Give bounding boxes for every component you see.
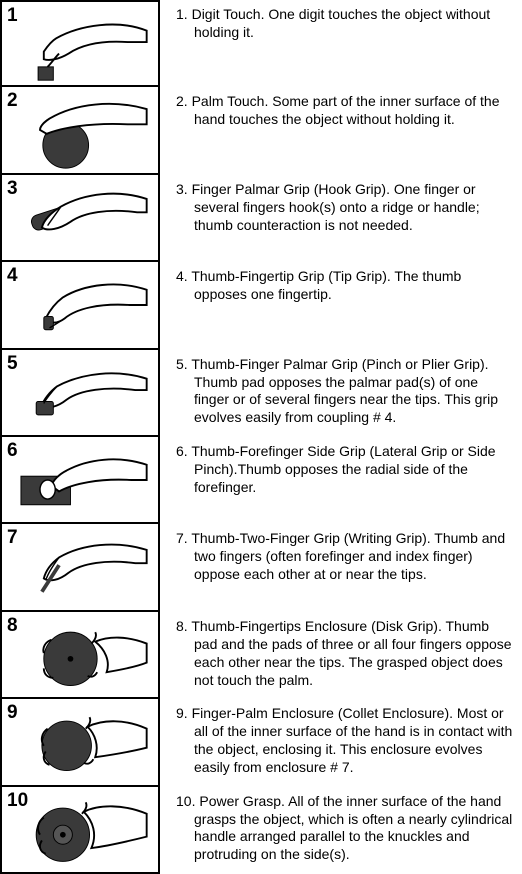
cell-number-8: 8 (7, 615, 18, 637)
item-num: 5. (176, 356, 188, 372)
cell-number-3: 3 (7, 178, 18, 200)
item-title: Thumb-Fingertips Enclosure (Disk Grip). (191, 618, 442, 634)
item-num: 4. (176, 268, 188, 284)
hand-pinch-grip-icon (2, 352, 158, 432)
row-8: 8 8. Thumb-Fingertips Enclosure (Disk Gr… (0, 612, 522, 699)
illustration-10: 10 (0, 787, 160, 874)
item-num: 2. (176, 93, 188, 109)
item-num: 10. (176, 793, 195, 809)
row-10: 10 10. Power Grasp. All of the inner sur… (0, 787, 522, 874)
grip-taxonomy-figure: 1 1. Digit Touch. One digit touches the … (0, 0, 522, 874)
text-7: 7. Thumb-Two-Finger Grip (Writing Grip).… (160, 524, 522, 590)
item-num: 8. (176, 618, 188, 634)
row-6: 6 6. Thumb-Forefinger Side Grip (Lateral… (0, 437, 522, 524)
item-title: Finger Palmar Grip (Hook Grip). (192, 181, 390, 197)
item-title: Thumb-Finger Palmar Grip (Pinch or Plier… (191, 356, 488, 372)
text-2: 2. Palm Touch. Some part of the inner su… (160, 87, 522, 135)
illustration-7: 7 (0, 524, 160, 611)
hand-hook-grip-icon (2, 178, 158, 258)
row-2: 2 2. Palm Touch. Some part of the inner … (0, 87, 522, 174)
item-num: 3. (176, 181, 188, 197)
illustration-1: 1 (0, 0, 160, 87)
text-1: 1. Digit Touch. One digit touches the ob… (160, 0, 522, 48)
hand-disk-grip-icon (2, 615, 158, 695)
row-5: 5 5. Thumb-Finger Palmar Grip (Pinch or … (0, 350, 522, 437)
cell-number-9: 9 (7, 702, 18, 724)
row-9: 9 9. Finger-Palm Enclosure (Collet Enclo… (0, 699, 522, 786)
hand-digit-touch-icon (2, 4, 158, 84)
text-6: 6. Thumb-Forefinger Side Grip (Lateral G… (160, 437, 522, 503)
illustration-4: 4 (0, 262, 160, 349)
item-title: Digit Touch. (192, 6, 265, 22)
cell-number-4: 4 (7, 265, 18, 287)
hand-collet-enclosure-icon (2, 702, 158, 782)
item-num: 1. (176, 6, 188, 22)
illustration-5: 5 (0, 350, 160, 437)
item-desc: Thumb pad opposes the palmar pad(s) of o… (194, 374, 498, 426)
item-title: Palm Touch. (192, 93, 269, 109)
illustration-2: 2 (0, 87, 160, 174)
cell-number-1: 1 (7, 5, 18, 27)
text-8: 8. Thumb-Fingertips Enclosure (Disk Grip… (160, 612, 522, 696)
row-3: 3 3. Finger Palmar Grip (Hook Grip). One… (0, 175, 522, 262)
row-4: 4 4. Thumb-Fingertip Grip (Tip Grip). Th… (0, 262, 522, 349)
text-4: 4. Thumb-Fingertip Grip (Tip Grip). The … (160, 262, 522, 310)
row-1: 1 1. Digit Touch. One digit touches the … (0, 0, 522, 87)
illustration-6: 6 (0, 437, 160, 524)
item-title: Finger-Palm Enclosure (Collet Enclosure)… (192, 705, 453, 721)
item-title: Thumb-Fingertip Grip (Tip Grip). (191, 268, 390, 284)
cell-number-7: 7 (7, 527, 18, 549)
item-num: 6. (176, 443, 188, 459)
hand-lateral-grip-icon (2, 440, 158, 520)
illustration-8: 8 (0, 612, 160, 699)
cell-number-5: 5 (7, 353, 18, 375)
row-7: 7 7. Thumb-Two-Finger Grip (Writing Grip… (0, 524, 522, 611)
item-title: Thumb-Two-Finger Grip (Writing Grip). (191, 530, 430, 546)
hand-palm-touch-icon (2, 90, 158, 170)
cell-number-6: 6 (7, 440, 18, 462)
item-num: 9. (176, 705, 188, 721)
hand-writing-grip-icon (2, 527, 158, 607)
text-9: 9. Finger-Palm Enclosure (Collet Enclosu… (160, 699, 522, 783)
cell-number-10: 10 (7, 790, 28, 812)
text-10: 10. Power Grasp. All of the inner surfac… (160, 787, 522, 871)
hand-tip-grip-icon (2, 265, 158, 345)
illustration-3: 3 (0, 175, 160, 262)
item-num: 7. (176, 530, 188, 546)
text-3: 3. Finger Palmar Grip (Hook Grip). One f… (160, 175, 522, 241)
cell-number-2: 2 (7, 90, 18, 112)
text-5: 5. Thumb-Finger Palmar Grip (Pinch or Pl… (160, 350, 522, 434)
illustration-9: 9 (0, 699, 160, 786)
item-title: Power Grasp. (199, 793, 285, 809)
